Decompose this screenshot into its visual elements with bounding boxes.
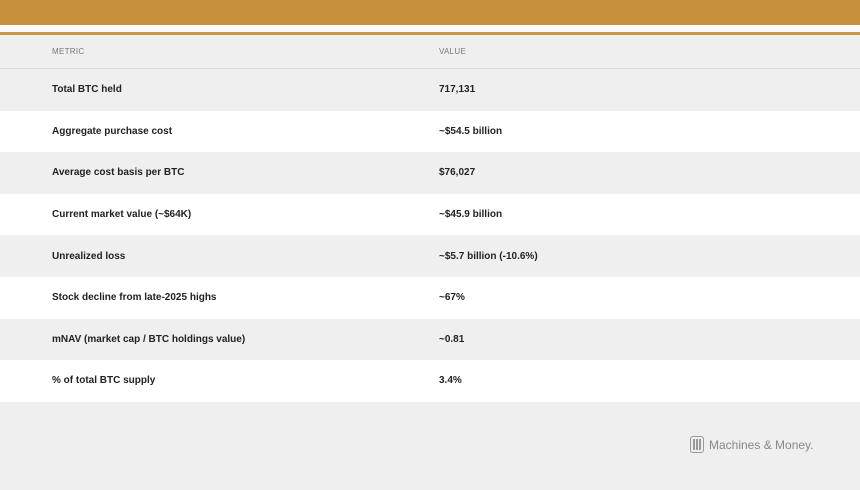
value-cell: ~67% [439, 276, 860, 319]
metric-cell: mNAV (market cap / BTC holdings value) [0, 318, 439, 361]
table-row: Unrealized loss ~$5.7 billion (-10.6%) [0, 235, 860, 277]
column-header-metric: METRIC [0, 35, 439, 69]
table-row: Stock decline from late-2025 highs ~67% [0, 276, 860, 319]
table-row: Current market value (~$64K) ~$45.9 billi… [0, 193, 860, 236]
value-cell: $76,027 [439, 152, 860, 194]
value-cell: ~0.81 [439, 318, 860, 361]
brand-name: Machines & Money. [709, 437, 814, 452]
metric-cell: Aggregate purchase cost [0, 110, 439, 153]
value-cell: 717,131 [439, 68, 860, 111]
value-cell: ~$54.5 billion [439, 110, 860, 153]
metric-cell: Total BTC held [0, 68, 439, 111]
top-accent-band [0, 0, 860, 25]
metric-cell: % of total BTC supply [0, 360, 439, 402]
brand-watermark: Machines & Money. [690, 436, 814, 453]
metric-cell: Current market value (~$64K) [0, 193, 439, 236]
accent-divider [0, 32, 860, 35]
column-header-value: VALUE [439, 35, 860, 69]
table-row: Average cost basis per BTC $76,027 [0, 152, 860, 194]
value-cell: ~$5.7 billion (-10.6%) [439, 235, 860, 277]
metric-cell: Average cost basis per BTC [0, 152, 439, 194]
value-cell: ~$45.9 billion [439, 193, 860, 236]
metrics-table: METRIC VALUE Total BTC held 717,131 Aggreg… [0, 35, 860, 402]
band-gap [0, 25, 860, 32]
metric-cell: Stock decline from late-2025 highs [0, 276, 439, 319]
value-cell: 3.4% [439, 360, 860, 402]
table-header-row: METRIC VALUE [0, 35, 860, 69]
table-row: mNAV (market cap / BTC holdings value) ~0… [0, 318, 860, 361]
table-row: Total BTC held 717,131 [0, 68, 860, 111]
table-row: Aggregate purchase cost ~$54.5 billion [0, 110, 860, 153]
machines-money-logo-icon [690, 436, 704, 453]
metric-cell: Unrealized loss [0, 235, 439, 277]
table-row: % of total BTC supply 3.4% [0, 360, 860, 402]
